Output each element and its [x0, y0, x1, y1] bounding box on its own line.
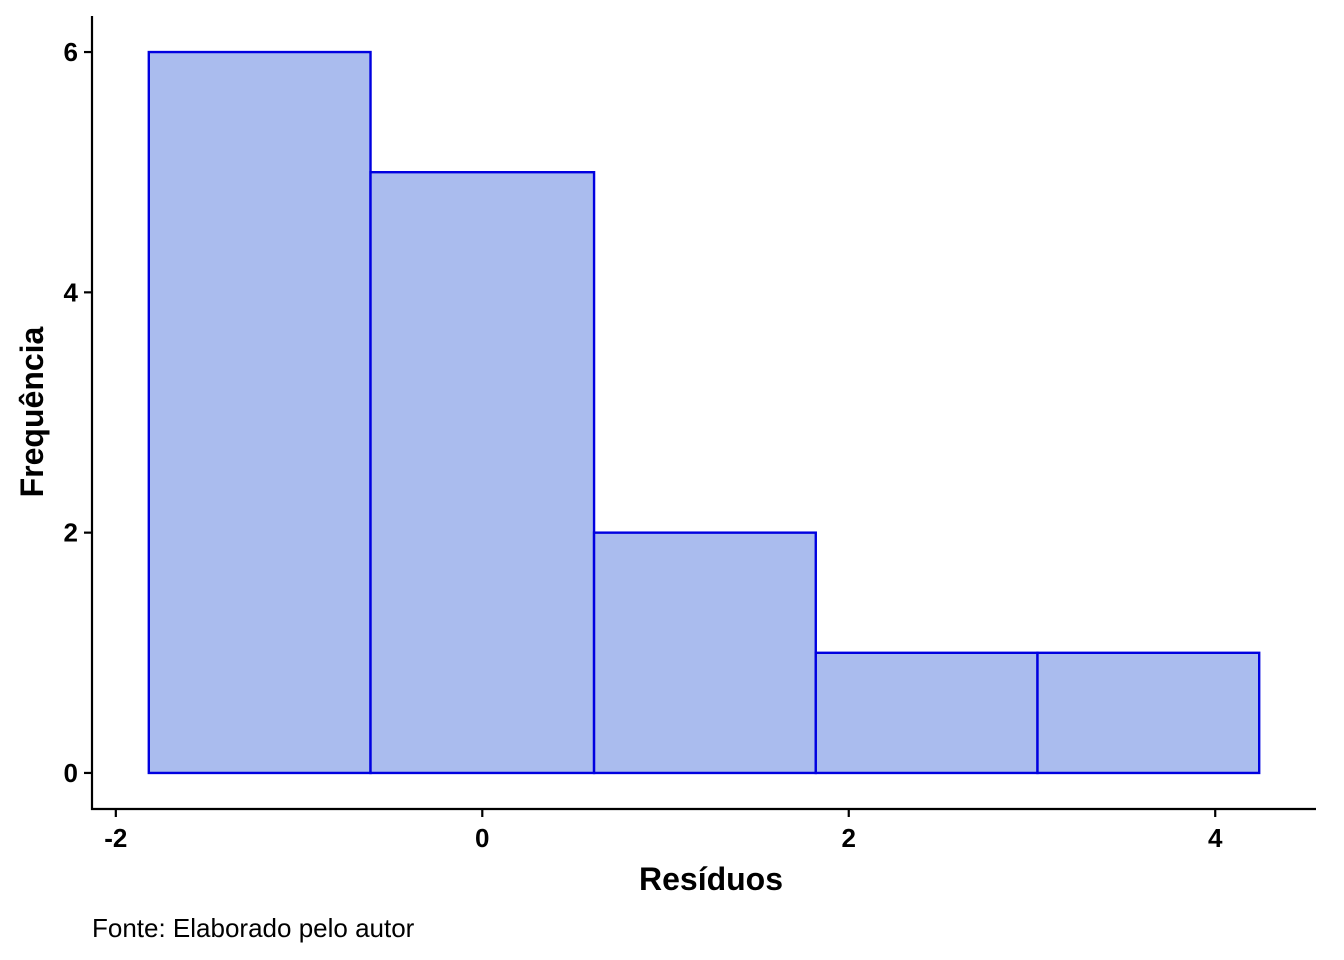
y-tick-label: 2 [64, 518, 78, 548]
x-axis-ticks: -2 0 2 4 [104, 809, 1223, 853]
y-axis-title: Frequência [14, 326, 50, 497]
y-axis-ticks: 0 2 4 6 [64, 37, 92, 788]
x-tick-label: 2 [842, 823, 856, 853]
x-axis-title: Resíduos [639, 861, 783, 897]
y-tick-label: 4 [64, 277, 79, 307]
x-tick-label: 0 [475, 823, 489, 853]
histogram-bar-5 [1036, 651, 1261, 775]
y-tick-label: 6 [64, 37, 78, 67]
y-tick-label: 0 [64, 758, 78, 788]
x-tick-label: 4 [1208, 823, 1223, 853]
histogram-bar-1 [147, 50, 372, 775]
source-caption: Fonte: Elaborado pelo autor [92, 913, 415, 943]
histogram-bar-4 [814, 651, 1039, 775]
histogram-bar-3 [592, 531, 817, 775]
histogram-bar-2 [369, 170, 596, 775]
x-tick-label: -2 [104, 823, 127, 853]
histogram-bars [147, 50, 1261, 775]
